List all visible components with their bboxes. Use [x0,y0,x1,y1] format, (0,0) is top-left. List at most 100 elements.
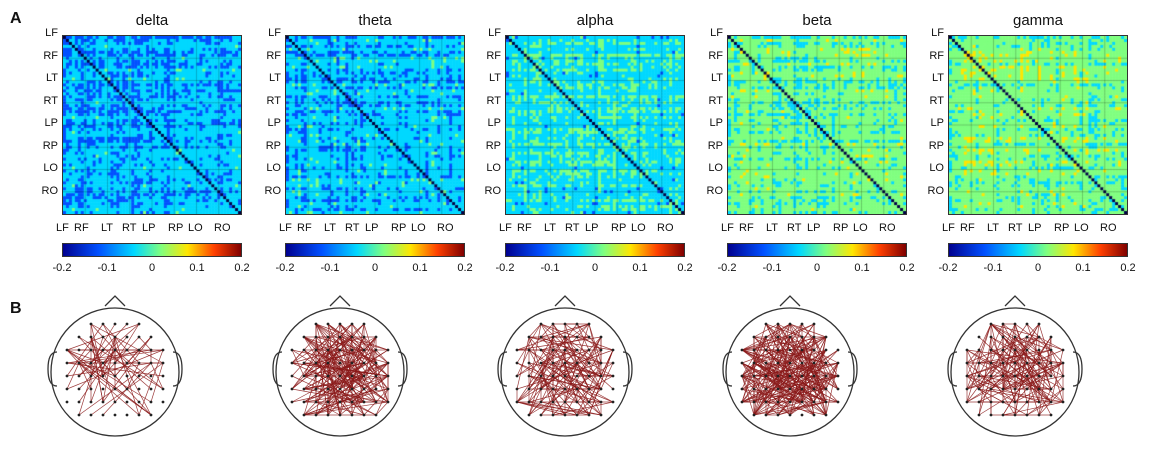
connection-edge [351,349,377,390]
colorbar-tick-label: -0.1 [983,262,1003,274]
electrode-node [77,400,81,404]
connection-edge [90,323,116,364]
connection-edge [990,362,1028,390]
electrode-node [101,361,105,365]
connection-edge [789,349,803,377]
electrode-node [137,335,141,339]
electrode-node [326,374,330,378]
colorbar-tick-label: -0.2 [717,262,737,274]
electrode-node [113,348,117,352]
electrode-node [1025,348,1029,352]
electrode-node [989,387,993,391]
colorbar-tick-label: -0.2 [275,262,295,274]
electrode-node [362,400,366,404]
y-tick-label: RF [486,49,501,62]
electrode-node [386,400,390,404]
connection-edge [150,362,164,403]
electrode-node [563,374,567,378]
colorbar [505,243,685,257]
x-tick-label: LT [987,222,1000,234]
electrode-node [551,374,555,378]
electrode-node [161,374,165,378]
connection-edge [516,362,542,377]
connectivity-matrix [62,35,242,215]
electrode-node [776,335,780,339]
connection-edge [966,336,1028,364]
electrode-node [125,413,129,417]
connection-edge [1002,323,1052,364]
y-tick-label: LP [267,117,281,129]
connection-edge [789,349,827,377]
colorbar-tick-label: 0.1 [1075,262,1091,274]
connection-edge [528,323,542,338]
band-title: alpha [576,12,614,29]
electrode-node [575,322,579,326]
x-tick-label: LP [142,222,156,234]
scalp-connectivity-map [40,294,190,444]
electrode-node [350,387,354,391]
electrode-node [89,374,93,378]
electrode-node [350,335,354,339]
x-tick-label: RO [437,222,454,234]
connection-edge [789,323,827,338]
electrode-node [101,413,105,417]
electrode-node [812,361,816,365]
electrode-node [575,335,579,339]
connection-edge [777,323,803,338]
electrode-node [161,348,165,352]
head-svg [272,295,408,437]
electrode-node [1049,361,1053,365]
connection-edge [1002,401,1064,416]
x-tick-label: RP [611,222,627,234]
electrode-node [563,335,567,339]
electrode-node [563,322,567,326]
colorbar [285,243,465,257]
electrode-node [539,361,543,365]
connection-edge [303,323,365,377]
connection-edge [66,349,152,403]
x-tick-label: LT [101,222,114,234]
connection-edge [315,349,353,377]
electrode-node [1013,374,1017,378]
electrode-node [338,374,342,378]
electrode-node [551,413,555,417]
electrode-node [824,400,828,404]
colorbar [62,243,242,257]
x-tick-label: RF [517,222,532,234]
connection-edge [966,349,980,364]
connection-edge [291,349,305,377]
connection-edge [990,349,1016,364]
electrode-node [965,387,969,391]
colorbar-tick-label: -0.1 [320,262,340,274]
electrode-node [1061,361,1065,365]
electrode-node [824,361,828,365]
connection-edge [966,349,1028,390]
electrode-node [65,374,69,378]
connection-edge [813,336,827,403]
electrode-node [1037,413,1041,417]
connection-edge [375,362,389,377]
electrode-node [161,400,165,404]
connection-edge [588,323,602,364]
electrode-node [362,335,366,339]
connection-edge [813,375,827,416]
connection-edge [978,362,1064,403]
y-tick-label: LO [43,162,58,174]
connectivity-matrix [285,35,465,215]
electrode-node [374,361,378,365]
electrode-node [812,400,816,404]
electrode-node [290,361,294,365]
electrode-node [326,413,330,417]
electrode-node [362,322,366,326]
electrode-node [812,335,816,339]
connection-edge [765,349,827,364]
electrode-node [575,387,579,391]
connection-edge [1050,349,1064,403]
connection-edge [801,349,827,390]
electrode-node [89,361,93,365]
electrode-node [611,361,615,365]
x-tick-label: LO [1074,222,1089,234]
electrode-node [302,348,306,352]
electrode-node [362,413,366,417]
matrix-canvas [506,36,684,214]
